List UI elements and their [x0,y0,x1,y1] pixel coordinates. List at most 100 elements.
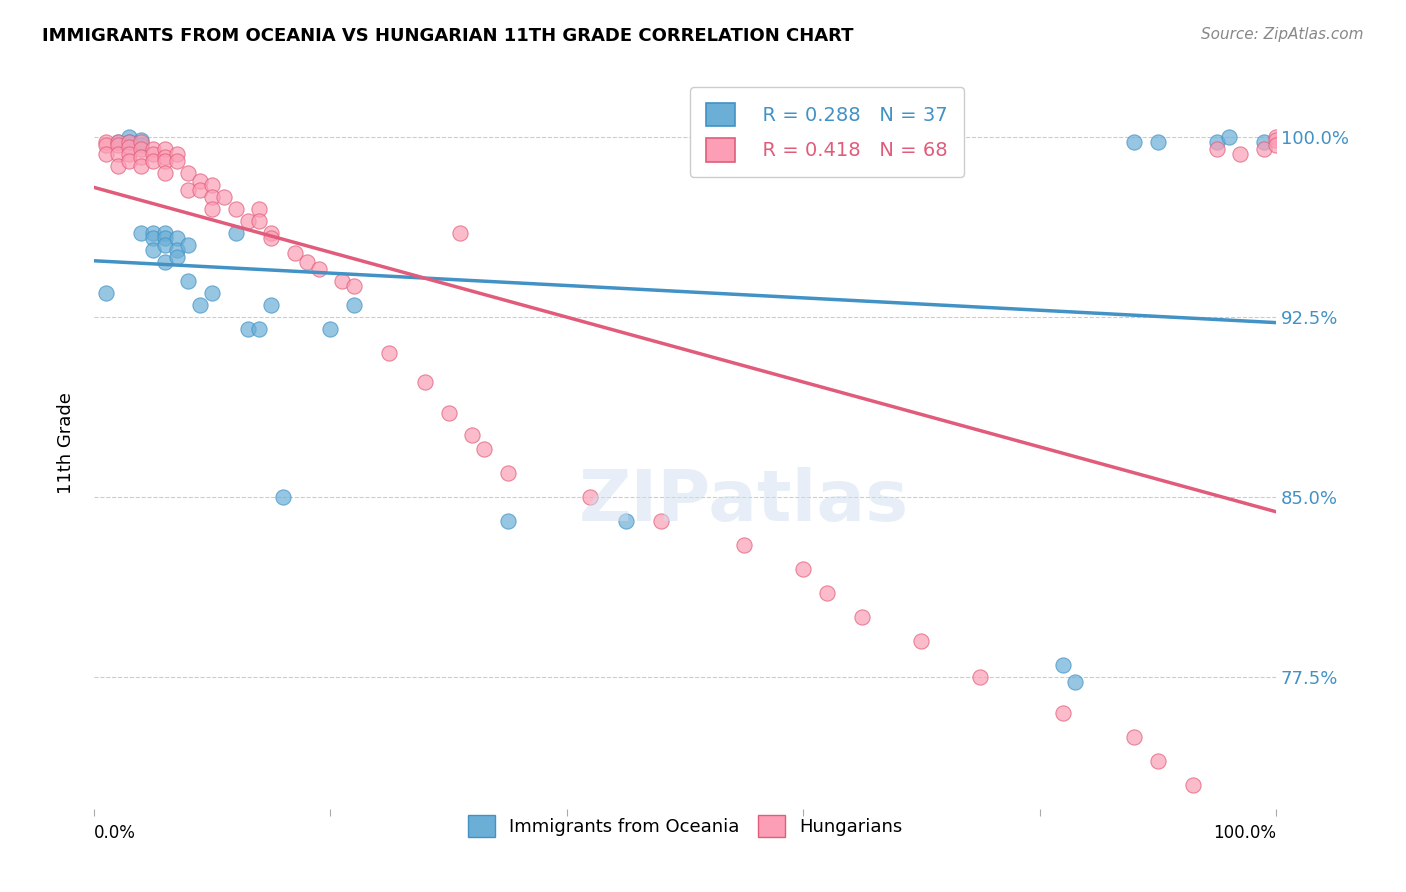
Point [166,231,188,245]
Point [118,154,141,169]
Point [733,538,755,552]
Point [107,135,129,149]
Point [153,227,176,241]
Point [94,286,117,301]
Point [166,243,188,257]
Point [118,147,141,161]
Point [1205,143,1227,157]
Point [177,274,200,288]
Point [153,231,176,245]
Point [166,154,188,169]
Point [153,166,176,180]
Point [129,150,152,164]
Point [142,154,165,169]
Point [1064,675,1087,690]
Point [201,286,224,301]
Point [107,159,129,173]
Point [1265,137,1288,152]
Point [449,227,471,241]
Point [1146,135,1168,149]
Text: IMMIGRANTS FROM OCEANIA VS HUNGARIAN 11TH GRADE CORRELATION CHART: IMMIGRANTS FROM OCEANIA VS HUNGARIAN 11T… [42,27,853,45]
Point [851,610,873,624]
Point [107,147,129,161]
Point [129,135,152,149]
Point [260,298,283,312]
Point [1052,706,1074,721]
Point [650,514,672,528]
Point [792,562,814,576]
Y-axis label: 11th Grade: 11th Grade [58,392,75,494]
Point [260,231,283,245]
Point [271,490,294,504]
Point [225,202,247,217]
Point [201,202,224,217]
Point [188,298,211,312]
Point [142,147,165,161]
Point [236,322,259,336]
Point [236,214,259,228]
Point [94,135,117,149]
Point [1218,130,1240,145]
Point [461,428,484,442]
Point [249,214,271,228]
Point [1182,778,1205,792]
Point [284,245,307,260]
Point [118,130,141,145]
Point [107,135,129,149]
Legend: Immigrants from Oceania, Hungarians: Immigrants from Oceania, Hungarians [460,807,910,844]
Point [107,137,129,152]
Point [330,274,353,288]
Point [166,251,188,265]
Point [579,490,602,504]
Point [225,227,247,241]
Point [249,322,271,336]
Point [177,238,200,252]
Point [1253,135,1275,149]
Point [177,183,200,197]
Point [142,227,165,241]
Point [129,159,152,173]
Point [118,140,141,154]
Point [1265,130,1288,145]
Point [343,279,366,293]
Point [153,255,176,269]
Text: ZIPatlas: ZIPatlas [579,467,910,536]
Point [413,375,436,389]
Point [1229,147,1251,161]
Point [343,298,366,312]
Point [437,406,460,420]
Point [153,150,176,164]
Text: Source: ZipAtlas.com: Source: ZipAtlas.com [1201,27,1364,42]
Point [142,231,165,245]
Point [118,135,141,149]
Point [260,227,283,241]
Point [1123,135,1146,149]
Point [1052,658,1074,673]
Point [295,255,318,269]
Point [153,143,176,157]
Point [969,670,991,684]
Text: 100.0%: 100.0% [1213,824,1277,842]
Point [496,514,519,528]
Point [1205,135,1227,149]
Point [815,586,838,600]
Point [166,147,188,161]
Point [129,143,152,157]
Point [1265,133,1288,147]
Point [153,154,176,169]
Point [142,243,165,257]
Point [212,190,235,204]
Point [129,137,152,152]
Point [1123,730,1146,744]
Point [188,183,211,197]
Point [249,202,271,217]
Point [142,143,165,157]
Point [201,190,224,204]
Point [201,178,224,193]
Point [496,467,519,481]
Point [308,262,330,277]
Point [472,442,495,457]
Point [319,322,342,336]
Point [910,634,932,648]
Point [1253,143,1275,157]
